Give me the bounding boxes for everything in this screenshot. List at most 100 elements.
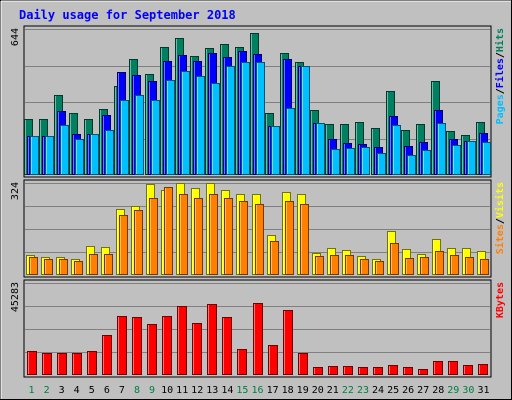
bar-kbytes-20: [313, 367, 323, 375]
x-tick-label-22: 22: [342, 385, 354, 396]
x-tick-label-15: 15: [236, 385, 248, 396]
legend-entry: /: [495, 218, 506, 224]
bar-pages-5: [90, 134, 99, 175]
bar-pages-6: [105, 130, 114, 175]
bar-pages-25: [392, 125, 401, 175]
x-tick-label-14: 14: [221, 385, 233, 396]
bar-pages-11: [181, 71, 190, 175]
bar-kbytes-22: [343, 366, 353, 375]
bar-sites-14: [224, 198, 233, 275]
y-max-label: 324: [10, 182, 21, 200]
bar-kbytes-21: [328, 366, 338, 375]
legend-entry: Sites: [494, 224, 506, 254]
bar-kbytes-25: [388, 365, 398, 375]
bar-kbytes-1: [27, 351, 37, 375]
bar-kbytes-19: [298, 353, 308, 375]
bar-sites-16: [255, 204, 264, 275]
bar-kbytes-8: [132, 317, 142, 375]
bar-kbytes-2: [42, 353, 52, 375]
bar-pages-29: [452, 145, 461, 175]
bar-pages-24: [377, 153, 386, 175]
bar-pages-17: [271, 126, 280, 175]
bar-pages-10: [166, 80, 175, 175]
bar-pages-26: [407, 155, 416, 175]
x-tick-label-11: 11: [176, 385, 188, 396]
bar-pages-9: [151, 100, 160, 175]
chart-title: Daily usage for September 2018: [19, 8, 236, 22]
bar-kbytes-15: [237, 349, 247, 375]
bar-sites-28: [435, 251, 444, 275]
x-tick-label-25: 25: [387, 385, 399, 396]
x-tick-label-6: 6: [104, 385, 110, 396]
bar-sites-5: [89, 254, 98, 275]
bar-sites-10: [164, 187, 173, 275]
panel-legend-kbytes: KBytes: [495, 282, 506, 318]
bar-pages-18: [286, 108, 295, 175]
bar-sites-9: [149, 198, 158, 275]
x-tick-label-8: 8: [134, 385, 140, 396]
bar-sites-18: [285, 201, 294, 275]
bar-pages-1: [30, 136, 39, 175]
bar-pages-13: [211, 83, 220, 175]
bar-sites-29: [450, 255, 459, 275]
bar-kbytes-14: [222, 317, 232, 375]
bar-kbytes-7: [117, 316, 127, 375]
bar-sites-17: [270, 241, 279, 275]
bar-pages-3: [60, 125, 69, 175]
bar-pages-23: [361, 147, 370, 175]
x-tick-label-20: 20: [312, 385, 324, 396]
bar-sites-22: [345, 255, 354, 275]
x-tick-label-16: 16: [251, 385, 263, 396]
bar-sites-26: [405, 258, 414, 275]
bar-kbytes-3: [57, 353, 67, 375]
x-tick-label-17: 17: [267, 385, 279, 396]
bar-kbytes-11: [177, 306, 187, 375]
bar-sites-1: [29, 257, 38, 275]
bar-sites-13: [209, 194, 218, 275]
series-kbytes: [27, 303, 488, 375]
panel-kbytes: 45283 KBytes: [10, 279, 506, 378]
legend-entry: Hits: [494, 28, 506, 52]
x-tick-label-13: 13: [206, 385, 218, 396]
bar-pages-14: [226, 66, 235, 175]
series-sites: [29, 187, 489, 275]
bar-kbytes-18: [283, 310, 293, 375]
bar-pages-4: [75, 139, 84, 175]
bar-sites-3: [59, 259, 68, 275]
bar-pages-30: [467, 141, 476, 175]
bar-kbytes-29: [448, 361, 458, 375]
bar-kbytes-24: [373, 367, 383, 375]
bar-sites-15: [239, 201, 248, 275]
x-tick-label-31: 31: [477, 385, 489, 396]
x-tick-label-27: 27: [417, 385, 429, 396]
bar-pages-21: [331, 149, 340, 175]
x-tick-label-19: 19: [297, 385, 309, 396]
x-tick-label-23: 23: [357, 385, 369, 396]
panel-visits-sites: 324 Sites/Visits: [10, 179, 506, 278]
bar-kbytes-30: [463, 365, 473, 375]
bar-kbytes-27: [418, 369, 428, 375]
legend-entry: Visits: [494, 182, 506, 218]
bar-sites-12: [194, 198, 203, 275]
bar-pages-12: [196, 76, 205, 175]
bar-sites-8: [134, 210, 143, 275]
bar-kbytes-23: [358, 367, 368, 375]
bar-kbytes-10: [162, 316, 172, 375]
bar-kbytes-5: [87, 351, 97, 375]
bar-sites-23: [360, 259, 369, 275]
bar-pages-16: [256, 62, 265, 175]
bar-sites-7: [119, 215, 128, 275]
bar-sites-20: [315, 256, 324, 275]
bar-kbytes-26: [403, 367, 413, 375]
panel-legend-visits-sites: Sites/Visits: [494, 182, 506, 254]
x-tick-label-5: 5: [89, 385, 95, 396]
x-tick-label-29: 29: [447, 385, 459, 396]
x-tick-label-21: 21: [327, 385, 339, 396]
bar-kbytes-16: [253, 303, 263, 375]
legend-entry: KBytes: [495, 282, 506, 318]
series-pages: [30, 62, 491, 175]
panel-legend-hits-files-pages: Pages/Files/Hits: [494, 28, 506, 124]
bar-sites-27: [420, 257, 429, 275]
bar-pages-7: [120, 100, 129, 175]
